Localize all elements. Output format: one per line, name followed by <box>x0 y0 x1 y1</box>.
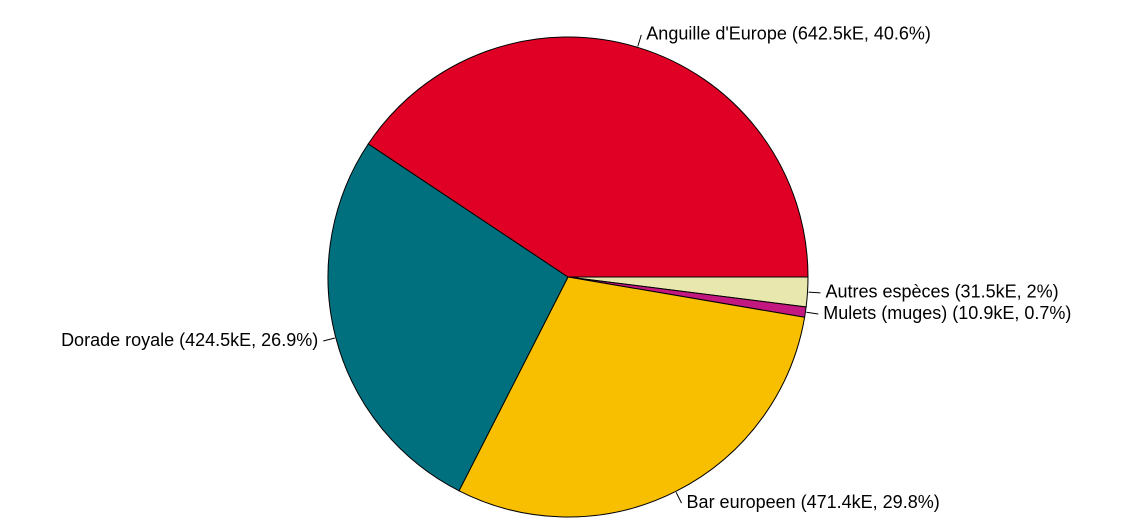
label-leader-mulets-muges <box>806 311 819 315</box>
pie-slices <box>327 36 809 518</box>
slice-label-anguille-d-europe: Anguille d'Europe (642.5kE, 40.6%) <box>646 24 931 44</box>
slice-label-bar-europeen: Bar europeen (471.4kE, 29.8%) <box>687 492 940 512</box>
label-leader-anguille-d-europe <box>637 34 642 47</box>
slice-label-dorade-royale: Dorade royale (424.5kE, 26.9%) <box>61 330 318 350</box>
slice-label-mulets-muges: Mulets (muges) (10.9kE, 0.7%) <box>823 303 1071 323</box>
pie-slice-dorade-royale <box>327 143 569 492</box>
label-leader-bar-europeen <box>675 492 682 504</box>
slice-label-autres-especes: Autres espèces (31.5kE, 2%) <box>826 282 1059 302</box>
pie-labels: Autres espèces (31.5kE, 2%)Mulets (muges… <box>61 24 1071 512</box>
pie-slice-bar-europeen <box>458 276 806 518</box>
label-leader-autres-especes <box>808 291 821 294</box>
label-leader-dorade-royale <box>323 337 335 342</box>
pie-slice-anguille-d-europe <box>367 36 809 278</box>
